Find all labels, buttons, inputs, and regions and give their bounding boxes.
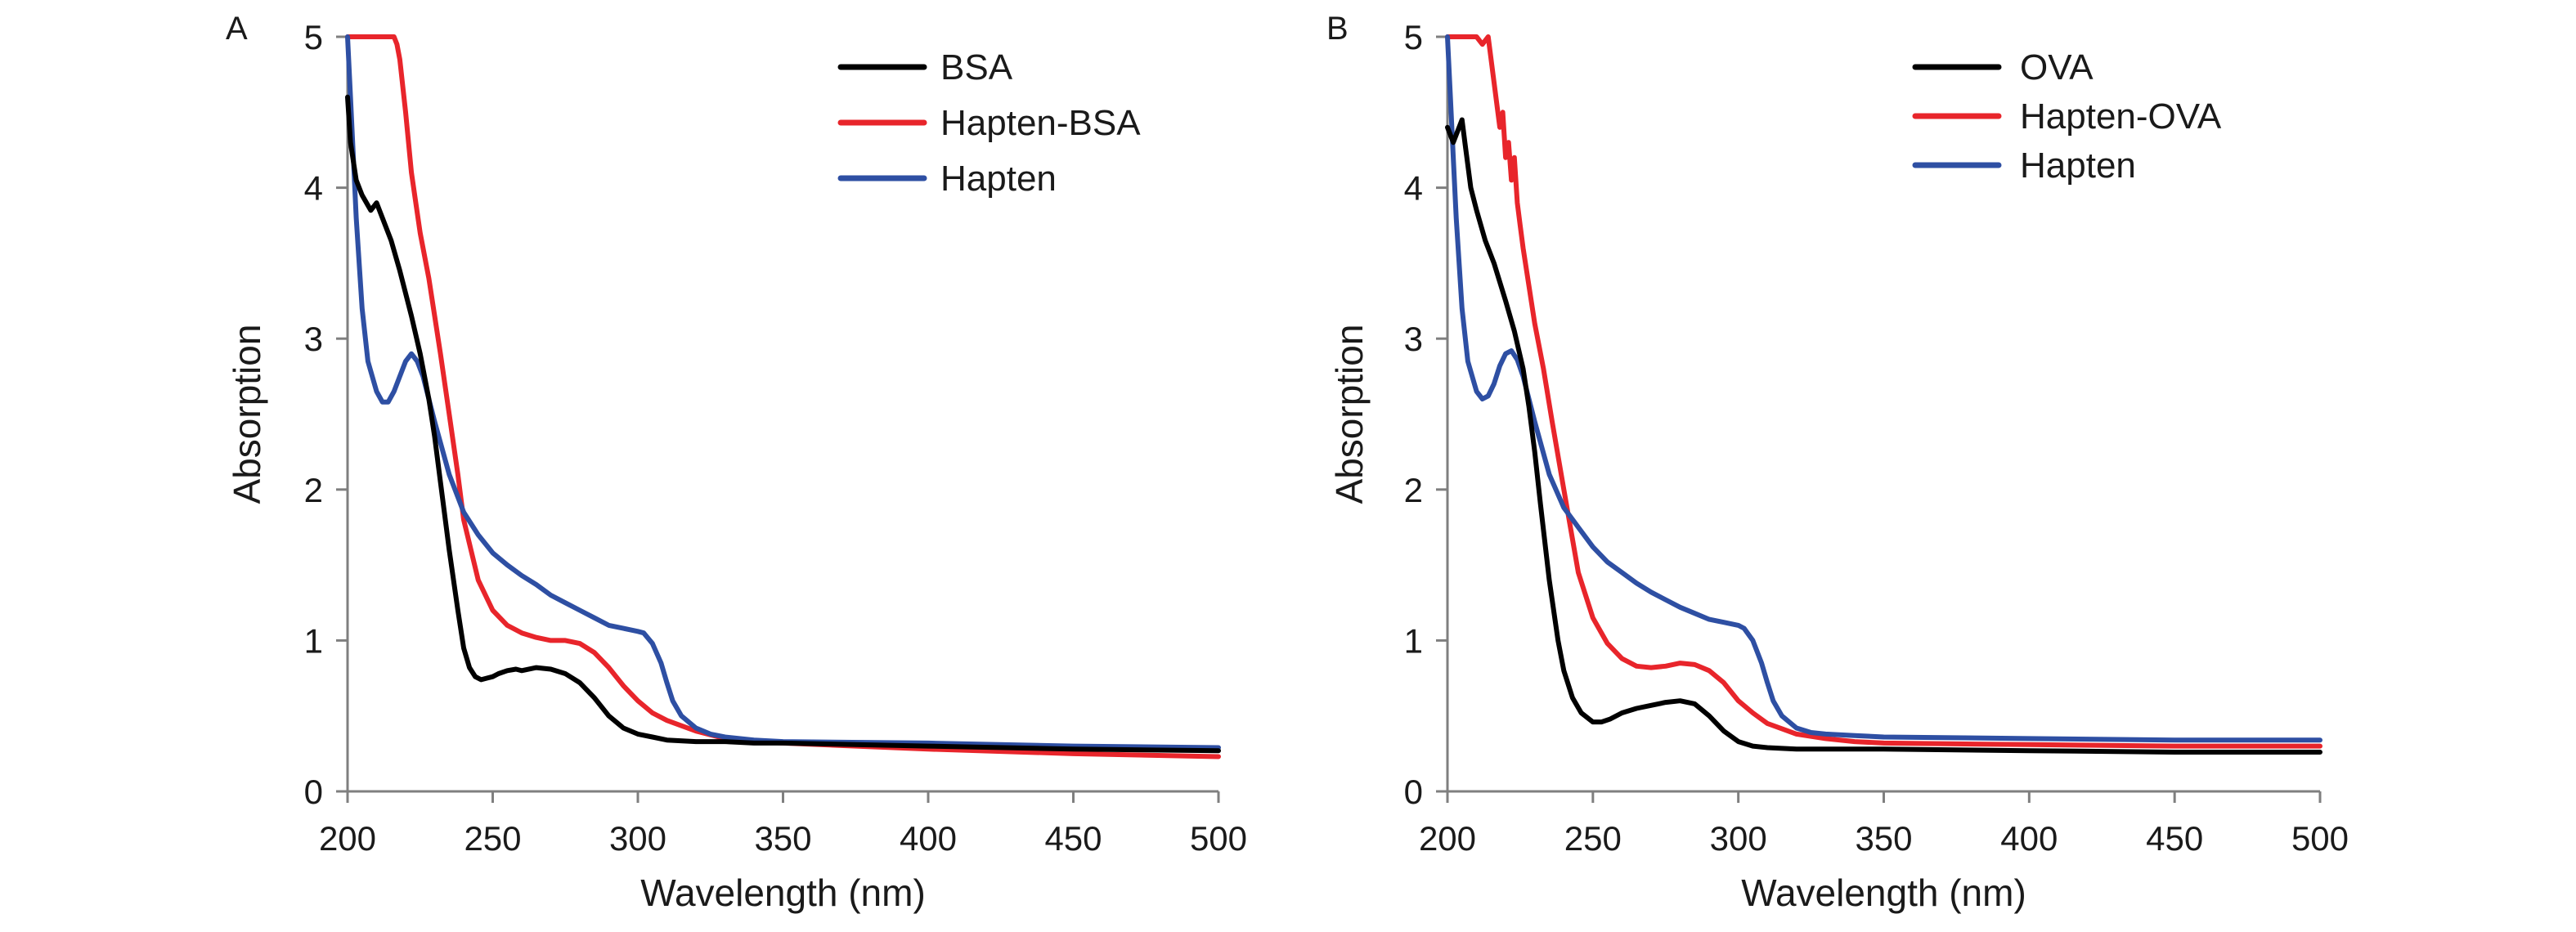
chart-b-series-hapten-ova-line xyxy=(1445,34,2322,749)
chart-b-series-ova-line xyxy=(1445,117,2322,755)
chart-a-legend-label-hapten: Hapten xyxy=(940,159,1057,199)
chart-a-y-tick-label: 5 xyxy=(304,18,323,56)
chart-a-series-hapten-line xyxy=(345,34,1221,751)
chart-b-legend-label-hapten: Hapten xyxy=(2020,146,2136,186)
chart-b-x-tick-label: 350 xyxy=(1855,819,1912,858)
chart-panel-a: A 0 1 2 3 4 5 200 250 300 350 400 450 500 Wavelength (… xyxy=(226,11,1247,914)
chart-b-y-tick-label: 2 xyxy=(1404,471,1423,509)
chart-b-x-tick-label: 500 xyxy=(2291,819,2349,858)
chart-b-x-tick-label: 450 xyxy=(2146,819,2203,858)
chart-b-series-hapten-line xyxy=(1445,34,2322,743)
chart-a-legend-label-hapten-bsa: Hapten-BSA xyxy=(940,103,1141,143)
chart-a-x-tick-label: 500 xyxy=(1190,819,1247,858)
chart-b-x-tick-label: 250 xyxy=(1564,819,1622,858)
chart-b-legend-label-ova: OVA xyxy=(2020,47,2094,87)
chart-a-x-tick-label: 200 xyxy=(319,819,376,858)
chart-b-y-tick-label: 1 xyxy=(1404,621,1423,660)
chart-b-x-tick-label: 200 xyxy=(1419,819,1476,858)
chart-a-legend-label-bsa: BSA xyxy=(940,47,1013,87)
chart-b-y-tick-label: 5 xyxy=(1404,18,1423,56)
chart-a-y-tick-label: 1 xyxy=(304,621,323,660)
chart-b-x-tick-label: 300 xyxy=(1710,819,1767,858)
chart-a-x-tick-label: 250 xyxy=(464,819,521,858)
chart-b-y-tick-label: 3 xyxy=(1404,320,1423,358)
chart-a-y-tick-label: 0 xyxy=(304,773,323,811)
chart-a-series-bsa-line xyxy=(345,94,1221,754)
chart-a-x-tick-label: 300 xyxy=(609,819,666,858)
chart-a-x-tick-label: 400 xyxy=(900,819,957,858)
chart-a-y-tick-label: 2 xyxy=(304,471,323,509)
chart-b-y-axis-label: Absorption xyxy=(1328,325,1371,504)
chart-b-y-tick-label: 0 xyxy=(1404,773,1423,811)
chart-b-x-tick-label: 400 xyxy=(2000,819,2058,858)
chart-a-y-tick-label: 4 xyxy=(304,169,323,208)
chart-b-legend-label-hapten-ova: Hapten-OVA xyxy=(2020,96,2222,137)
chart-b-panel-letter: B xyxy=(1326,11,1349,47)
chart-a-panel-letter: A xyxy=(226,11,248,47)
chart-a-y-tick-label: 3 xyxy=(304,320,323,358)
chart-a-series-hapten-bsa-line xyxy=(345,34,1221,759)
chart-panel-b: B 0 1 2 3 4 5 200 250 300 350 400 450 500 Wavelength (… xyxy=(1326,11,2349,914)
chart-a-y-axis-label: Absorption xyxy=(226,325,268,504)
chart-a-x-axis-label: Wavelength (nm) xyxy=(640,872,926,914)
chart-b-y-tick-label: 4 xyxy=(1404,169,1423,208)
chart-b-x-axis-label: Wavelength (nm) xyxy=(1741,872,2026,914)
chart-a-x-tick-label: 350 xyxy=(754,819,811,858)
chart-a-x-tick-label: 450 xyxy=(1044,819,1102,858)
